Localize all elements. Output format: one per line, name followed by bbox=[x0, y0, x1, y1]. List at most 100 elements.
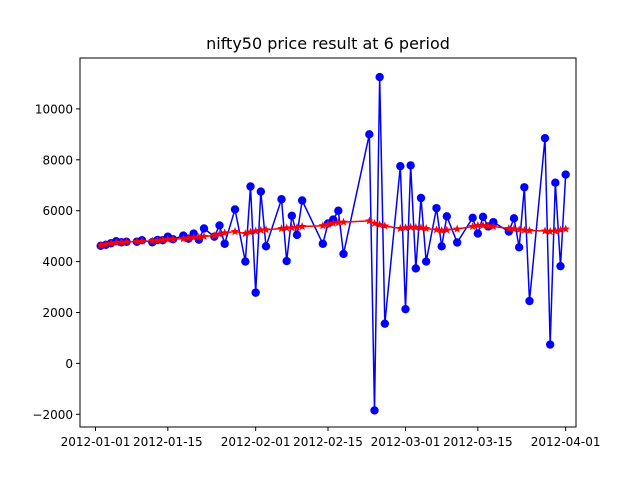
series-2-point bbox=[561, 224, 570, 233]
series-1-point bbox=[365, 130, 374, 139]
series-1-point bbox=[525, 296, 534, 306]
y-tick-label: 10000 bbox=[35, 102, 73, 116]
series-1-point bbox=[545, 340, 555, 349]
series-2-point bbox=[101, 239, 111, 248]
series-2-point bbox=[261, 225, 271, 234]
series-2-point bbox=[432, 225, 441, 234]
y-tick-label: 2000 bbox=[42, 306, 73, 320]
series-1-point bbox=[556, 261, 565, 271]
series-1-point bbox=[370, 406, 379, 415]
series-2-point bbox=[282, 223, 291, 232]
series-2-point bbox=[380, 221, 390, 230]
series-1-point bbox=[452, 238, 462, 247]
series-2-point bbox=[132, 236, 142, 246]
series-1-point bbox=[339, 249, 348, 259]
x-axis: 2012-01-01 2012-01-15 2012-02-01 2012-02-15… bbox=[61, 427, 601, 449]
series-2-point bbox=[442, 225, 452, 234]
series-1-point bbox=[432, 203, 441, 213]
series-2-point bbox=[411, 222, 421, 232]
series-2-point bbox=[525, 226, 534, 235]
series-2-point bbox=[468, 221, 477, 231]
series-2-point bbox=[318, 221, 328, 230]
series-1-point bbox=[230, 205, 240, 214]
series-2-point bbox=[122, 237, 131, 246]
series-1-point bbox=[246, 182, 255, 191]
series-2-point bbox=[179, 234, 188, 243]
y-axis: −2000 0 2000 4000 6000 8000 10000 bbox=[32, 102, 80, 422]
series-2-point bbox=[256, 225, 266, 234]
y-tick-label: 8000 bbox=[42, 153, 73, 167]
series-1-point bbox=[514, 243, 524, 252]
series-1-point bbox=[396, 161, 405, 171]
series-2-point bbox=[540, 226, 550, 235]
series-2-point bbox=[323, 219, 333, 229]
plot-area bbox=[96, 72, 570, 415]
series-2-point bbox=[246, 227, 255, 236]
series-1-point bbox=[375, 72, 384, 82]
series-1-point bbox=[292, 230, 302, 240]
series-2-point bbox=[106, 238, 116, 247]
y-tick-label: 4000 bbox=[42, 255, 73, 269]
series-2-point bbox=[396, 224, 405, 233]
series-2-point bbox=[163, 234, 173, 244]
plot-frame bbox=[79, 57, 577, 428]
series-1-point bbox=[380, 319, 390, 328]
series-2-point bbox=[514, 225, 524, 234]
series-1-point bbox=[406, 161, 415, 170]
series-1-point bbox=[241, 257, 250, 266]
series-2-point bbox=[230, 227, 240, 236]
y-tick-label: 6000 bbox=[42, 204, 73, 218]
series-2-point bbox=[452, 224, 462, 233]
x-tick-label: 2012-03-01 bbox=[371, 435, 441, 449]
series-1-point bbox=[261, 242, 271, 251]
y-tick-label: 0 bbox=[65, 357, 73, 371]
series-1-point bbox=[282, 256, 291, 266]
x-tick-label: 2012-01-15 bbox=[133, 435, 203, 449]
chart-title: nifty50 price result at 6 period bbox=[206, 34, 450, 53]
series-1-point bbox=[220, 239, 229, 248]
series-2-point bbox=[334, 218, 343, 227]
x-tick-label: 2012-02-15 bbox=[293, 435, 363, 449]
series-1-point bbox=[478, 212, 488, 221]
series-2-point bbox=[520, 225, 529, 234]
series-2-point bbox=[365, 216, 374, 225]
series-1-point bbox=[520, 183, 529, 192]
series-2-point bbox=[509, 224, 519, 233]
series-2-point bbox=[416, 223, 426, 232]
series-1-point bbox=[411, 264, 421, 273]
series-2-point bbox=[551, 226, 560, 235]
series-1-point bbox=[401, 304, 410, 314]
series-1-point bbox=[416, 193, 426, 203]
series-2-point bbox=[292, 222, 302, 232]
series-1-point bbox=[199, 224, 209, 233]
series-1-point bbox=[318, 239, 328, 248]
series-1-point bbox=[551, 178, 560, 187]
series-2-point bbox=[375, 220, 384, 229]
x-tick-label: 2012-02-01 bbox=[221, 435, 291, 449]
series-1-point bbox=[421, 257, 431, 266]
series-2-point bbox=[96, 240, 105, 249]
series-2-point bbox=[220, 228, 229, 237]
series-2-point bbox=[437, 226, 446, 235]
series-2-point bbox=[478, 220, 488, 230]
series-2-point bbox=[210, 231, 219, 240]
x-tick-label: 2012-03-15 bbox=[443, 435, 513, 449]
series-2-point bbox=[556, 225, 565, 234]
series-2-point bbox=[370, 218, 379, 228]
series-2-point bbox=[328, 218, 338, 228]
x-tick-label: 2012-01-01 bbox=[61, 435, 131, 449]
series-1-point bbox=[468, 213, 477, 223]
series-1-point bbox=[561, 170, 570, 179]
series-2-point bbox=[168, 234, 178, 243]
series-1-point bbox=[256, 187, 266, 196]
series-2-point bbox=[473, 220, 483, 230]
series-2-point bbox=[153, 235, 162, 245]
series-2-point bbox=[194, 232, 204, 241]
series-1-point bbox=[297, 196, 307, 205]
series-2-point bbox=[483, 221, 493, 230]
series-2-point bbox=[489, 221, 498, 231]
series-1-point bbox=[540, 133, 550, 143]
series-1-point bbox=[473, 229, 483, 238]
series-2-point bbox=[421, 224, 431, 233]
